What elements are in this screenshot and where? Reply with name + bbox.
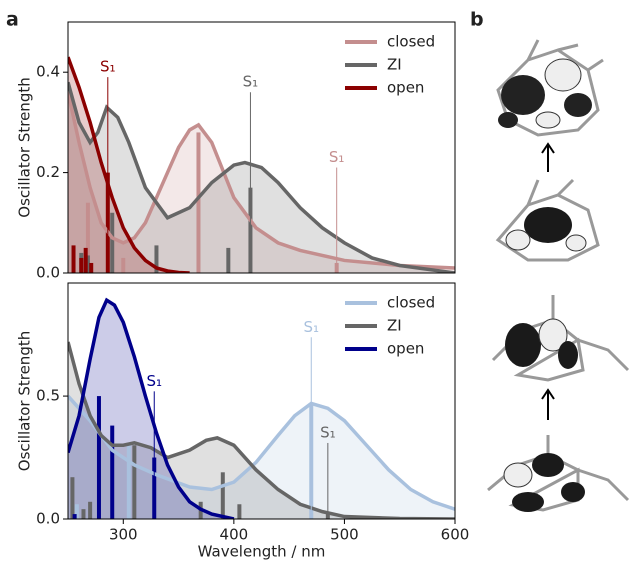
orbital-image bbox=[488, 435, 628, 512]
orbital-image bbox=[498, 40, 603, 135]
y-tick-label: 0.0 bbox=[36, 510, 60, 528]
annotation: S₁ bbox=[100, 58, 116, 76]
annotation: S₁ bbox=[320, 423, 336, 441]
legend-label: closed bbox=[387, 33, 435, 51]
figure: a b bbox=[0, 0, 631, 561]
y-tick-label: 0.5 bbox=[36, 387, 60, 405]
stick bbox=[237, 504, 241, 519]
orbital-image bbox=[498, 180, 598, 260]
stick bbox=[110, 213, 114, 273]
stick bbox=[127, 445, 131, 519]
y-tick-label: 0.0 bbox=[36, 264, 60, 282]
stick bbox=[88, 502, 92, 519]
legend-label: open bbox=[387, 340, 424, 358]
x-tick-label: 300 bbox=[109, 526, 138, 544]
molecules bbox=[488, 40, 628, 512]
stick bbox=[73, 514, 77, 519]
x-tick-label: 600 bbox=[441, 526, 470, 544]
panel-letter: a bbox=[6, 9, 19, 31]
stick bbox=[221, 472, 225, 519]
stick bbox=[97, 396, 101, 519]
stick bbox=[72, 245, 76, 273]
legend-label: ZI bbox=[387, 56, 402, 74]
annotation: S₁ bbox=[146, 372, 162, 390]
y-axis-label: Oscillator Strength bbox=[16, 77, 34, 217]
stick bbox=[70, 477, 74, 519]
annotation: S₁ bbox=[303, 318, 319, 336]
stick bbox=[79, 258, 83, 273]
x-axis-label: Wavelength / nm bbox=[198, 543, 326, 561]
stick bbox=[121, 258, 125, 273]
stick bbox=[196, 132, 200, 273]
legend-label: ZI bbox=[387, 317, 402, 335]
legend-label: closed bbox=[387, 294, 435, 312]
stick bbox=[81, 509, 85, 519]
stick bbox=[84, 248, 88, 273]
stick bbox=[110, 426, 114, 519]
x-tick-label: 400 bbox=[220, 526, 249, 544]
x-tick-label: 500 bbox=[330, 526, 359, 544]
panel-letter: b bbox=[470, 9, 484, 31]
annotation: S₁ bbox=[329, 148, 345, 166]
y-tick-label: 0.4 bbox=[36, 63, 60, 81]
y-tick-label: 0.2 bbox=[36, 163, 60, 181]
y-axis-label: Oscillator Strength bbox=[16, 331, 34, 471]
orbital-image bbox=[493, 295, 628, 380]
annotation: S₁ bbox=[243, 73, 259, 91]
legend-label: open bbox=[387, 79, 424, 97]
stick bbox=[132, 445, 136, 519]
stick bbox=[226, 248, 230, 273]
stick bbox=[89, 263, 93, 273]
